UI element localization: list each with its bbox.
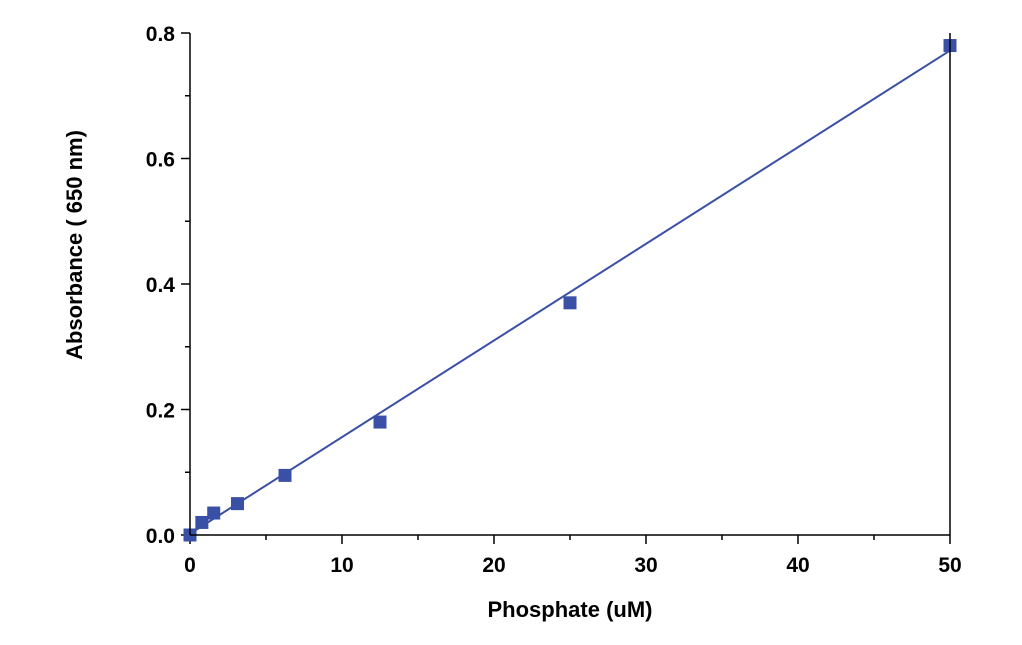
- fit-line: [189, 49, 951, 535]
- y-tick-label: 0.8: [146, 23, 176, 46]
- x-tick-label: 30: [634, 554, 657, 577]
- data-points: [183, 39, 957, 542]
- y-tick-label: 0.6: [146, 149, 175, 172]
- fit-line-layer: [189, 49, 951, 535]
- x-tick-label: 20: [482, 554, 505, 577]
- data-point: [373, 415, 387, 429]
- x-tick-label: 10: [330, 554, 353, 577]
- y-tick-label: 0.0: [146, 525, 175, 548]
- x-tick-label: 0: [184, 554, 196, 577]
- tick-labels: 0 10 20 30 40 50 0.0 0.2 0.4 0.6 0.8: [146, 23, 962, 577]
- axes: [189, 33, 951, 536]
- y-tick-label: 0.4: [146, 274, 176, 297]
- axis-ticks: [181, 32, 951, 544]
- x-tick-label: 40: [786, 554, 809, 577]
- y-tick-label: 0.2: [146, 400, 175, 423]
- y-axis-title: Absorbance ( 650 nm): [62, 130, 87, 360]
- data-point: [563, 296, 577, 310]
- data-point: [231, 497, 244, 511]
- x-axis-title: Phosphate (uM): [488, 597, 653, 622]
- data-point: [278, 468, 292, 482]
- x-tick-label: 50: [938, 554, 961, 577]
- data-point: [195, 515, 209, 529]
- data-point: [207, 506, 221, 520]
